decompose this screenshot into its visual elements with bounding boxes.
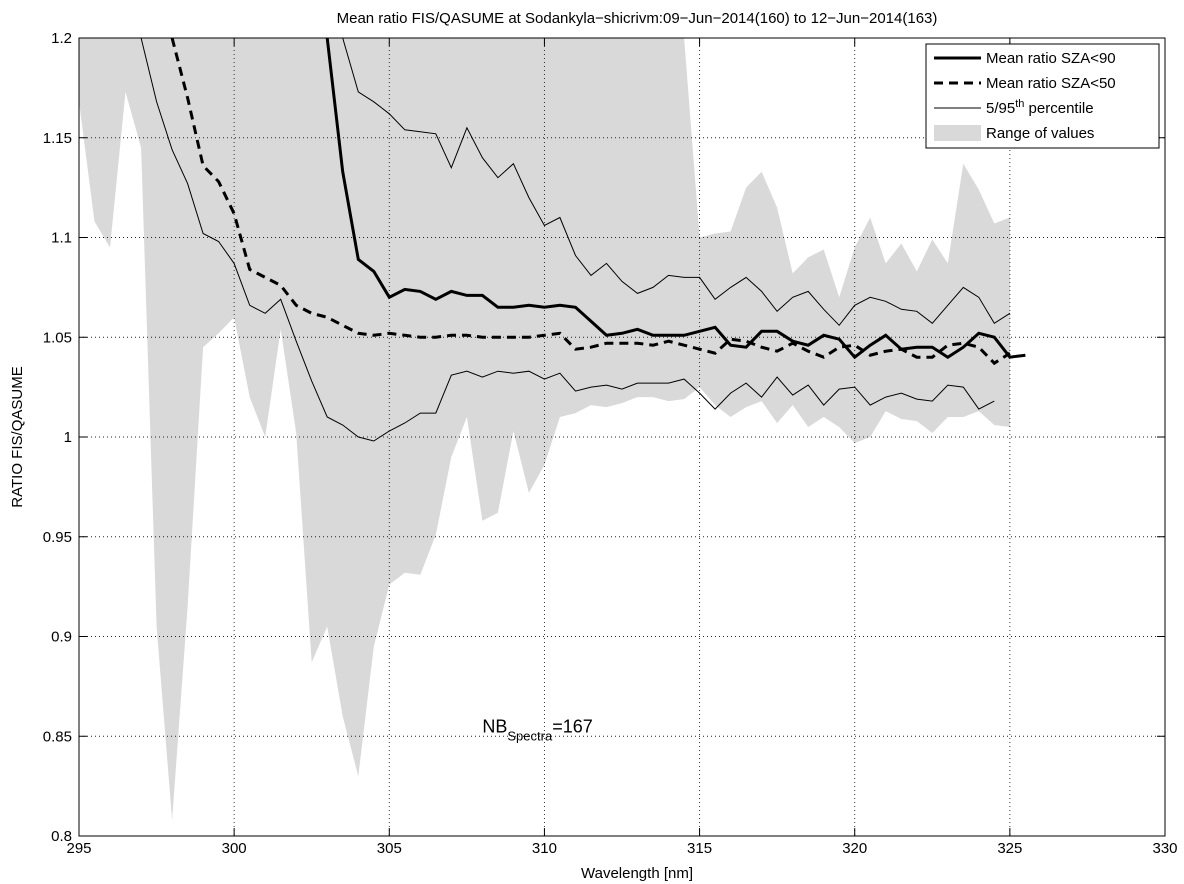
y-axis-label: RATIO FIS/QASUME bbox=[9, 366, 26, 507]
legend-label: 5/95th percentile bbox=[986, 98, 1094, 117]
y-tick-label: 0.9 bbox=[51, 629, 72, 646]
x-tick-label: 320 bbox=[842, 840, 867, 857]
legend-label: Mean ratio SZA<50 bbox=[986, 75, 1116, 92]
percentile-95-line bbox=[342, 38, 1011, 327]
x-tick-label: 305 bbox=[377, 840, 402, 857]
legend: Mean ratio SZA<90 Mean ratio SZA<50 5/95th… bbox=[925, 43, 1160, 149]
x-tick-label: 330 bbox=[1152, 840, 1177, 857]
legend-label: Mean ratio SZA<90 bbox=[986, 50, 1116, 67]
chart-title: Mean ratio FIS/QASUME at Sodankyla−shicr… bbox=[337, 10, 938, 27]
y-tick-label: 0.95 bbox=[43, 529, 72, 546]
y-tick-label: 1.15 bbox=[43, 130, 72, 147]
x-axis-label: Wavelength [nm] bbox=[581, 865, 693, 882]
y-tick-label: 1 bbox=[64, 429, 72, 446]
mean-sza90-line bbox=[325, 38, 1026, 360]
y-tick-label: 0.85 bbox=[43, 728, 72, 745]
x-tick-label: 295 bbox=[66, 840, 91, 857]
y-tick-label: 1.2 bbox=[51, 30, 72, 47]
y-tick-label: 0.8 bbox=[51, 828, 72, 845]
legend-label: Range of values bbox=[986, 125, 1094, 142]
percentile-5-line bbox=[140, 38, 995, 442]
x-tick-label: 325 bbox=[997, 840, 1022, 857]
x-tick-label: 310 bbox=[532, 840, 557, 857]
legend-swatch-range bbox=[934, 125, 981, 141]
y-tick-label: 1.05 bbox=[43, 329, 72, 346]
annotation-base: NB bbox=[482, 716, 507, 736]
y-tick-label: 1.1 bbox=[51, 230, 72, 247]
range-of-values-area bbox=[79, 38, 1010, 820]
annotation-value: =167 bbox=[552, 716, 593, 736]
annotation-subscript: Spectra bbox=[507, 728, 553, 743]
mean-sza50-line bbox=[170, 38, 1011, 366]
x-tick-label: 300 bbox=[222, 840, 247, 857]
x-tick-label: 315 bbox=[687, 840, 712, 857]
nb-spectra-annotation: NBSpectra=167 bbox=[482, 716, 592, 743]
